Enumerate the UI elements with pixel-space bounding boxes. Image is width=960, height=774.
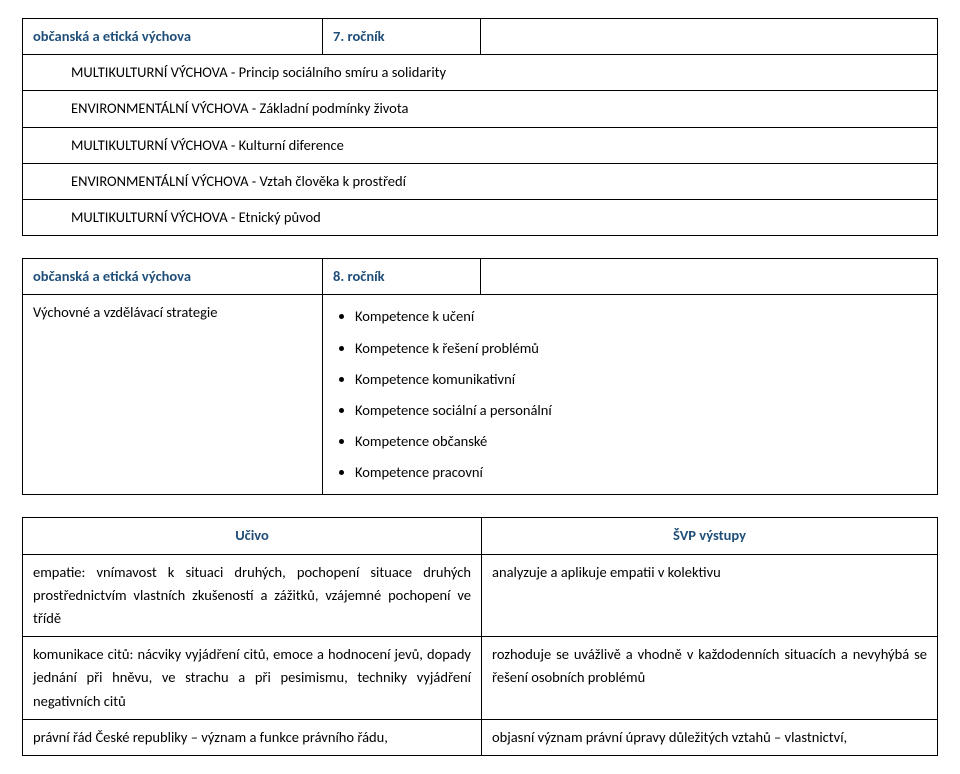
competence-item: Kompetence občanské (355, 426, 927, 457)
svp-cell: rozhoduje se uvážlivě a vhodně v každode… (482, 637, 938, 720)
ucivo-cell: empatie: vnímavost k situaci druhých, po… (23, 554, 482, 637)
competence-table-8: občanská a etická výchova 8. ročník Vých… (22, 258, 938, 495)
competence-item: Kompetence k řešení problémů (355, 333, 927, 364)
competence-item: Kompetence k učení (355, 301, 927, 332)
empty-cell (481, 259, 938, 295)
empty-cell (481, 19, 938, 55)
topics-table-7: občanská a etická výchova 7. ročník MULT… (22, 18, 938, 236)
competence-item: Kompetence komunikativní (355, 364, 927, 395)
grade-cell-8: 8. ročník (323, 259, 481, 295)
ucivo-cell: právní řád České republiky – význam a fu… (23, 719, 482, 755)
ucivo-cell: komunikace citů: nácviky vyjádření citů,… (23, 637, 482, 720)
competence-list: Kompetence k učení Kompetence k řešení p… (333, 301, 927, 488)
svp-cell: analyzuje a aplikuje empatii v kolektivu (482, 554, 938, 637)
topic-row: ENVIRONMENTÁLNÍ VÝCHOVA - Základní podmí… (23, 91, 938, 127)
strategies-label-cell: Výchovné a vzdělávací strategie (23, 295, 323, 495)
subject-cell-7: občanská a etická výchova (23, 19, 323, 55)
svp-cell: objasní význam právní úpravy důležitých … (482, 719, 938, 755)
ucivo-header: Učivo (23, 518, 482, 554)
subject-cell-8: občanská a etická výchova (23, 259, 323, 295)
topic-row: MULTIKULTURNÍ VÝCHOVA - Etnický původ (23, 199, 938, 235)
topic-row: MULTIKULTURNÍ VÝCHOVA - Princip sociální… (23, 55, 938, 91)
topic-row: MULTIKULTURNÍ VÝCHOVA - Kulturní diferen… (23, 127, 938, 163)
competence-item: Kompetence pracovní (355, 457, 927, 488)
svp-header: ŠVP výstupy (482, 518, 938, 554)
content-outcomes-table: Učivo ŠVP výstupy empatie: vnímavost k s… (22, 517, 938, 756)
topic-row: ENVIRONMENTÁLNÍ VÝCHOVA - Vztah člověka … (23, 163, 938, 199)
grade-cell-7: 7. ročník (323, 19, 481, 55)
competence-bullets-cell: Kompetence k učení Kompetence k řešení p… (323, 295, 938, 495)
competence-item: Kompetence sociální a personální (355, 395, 927, 426)
